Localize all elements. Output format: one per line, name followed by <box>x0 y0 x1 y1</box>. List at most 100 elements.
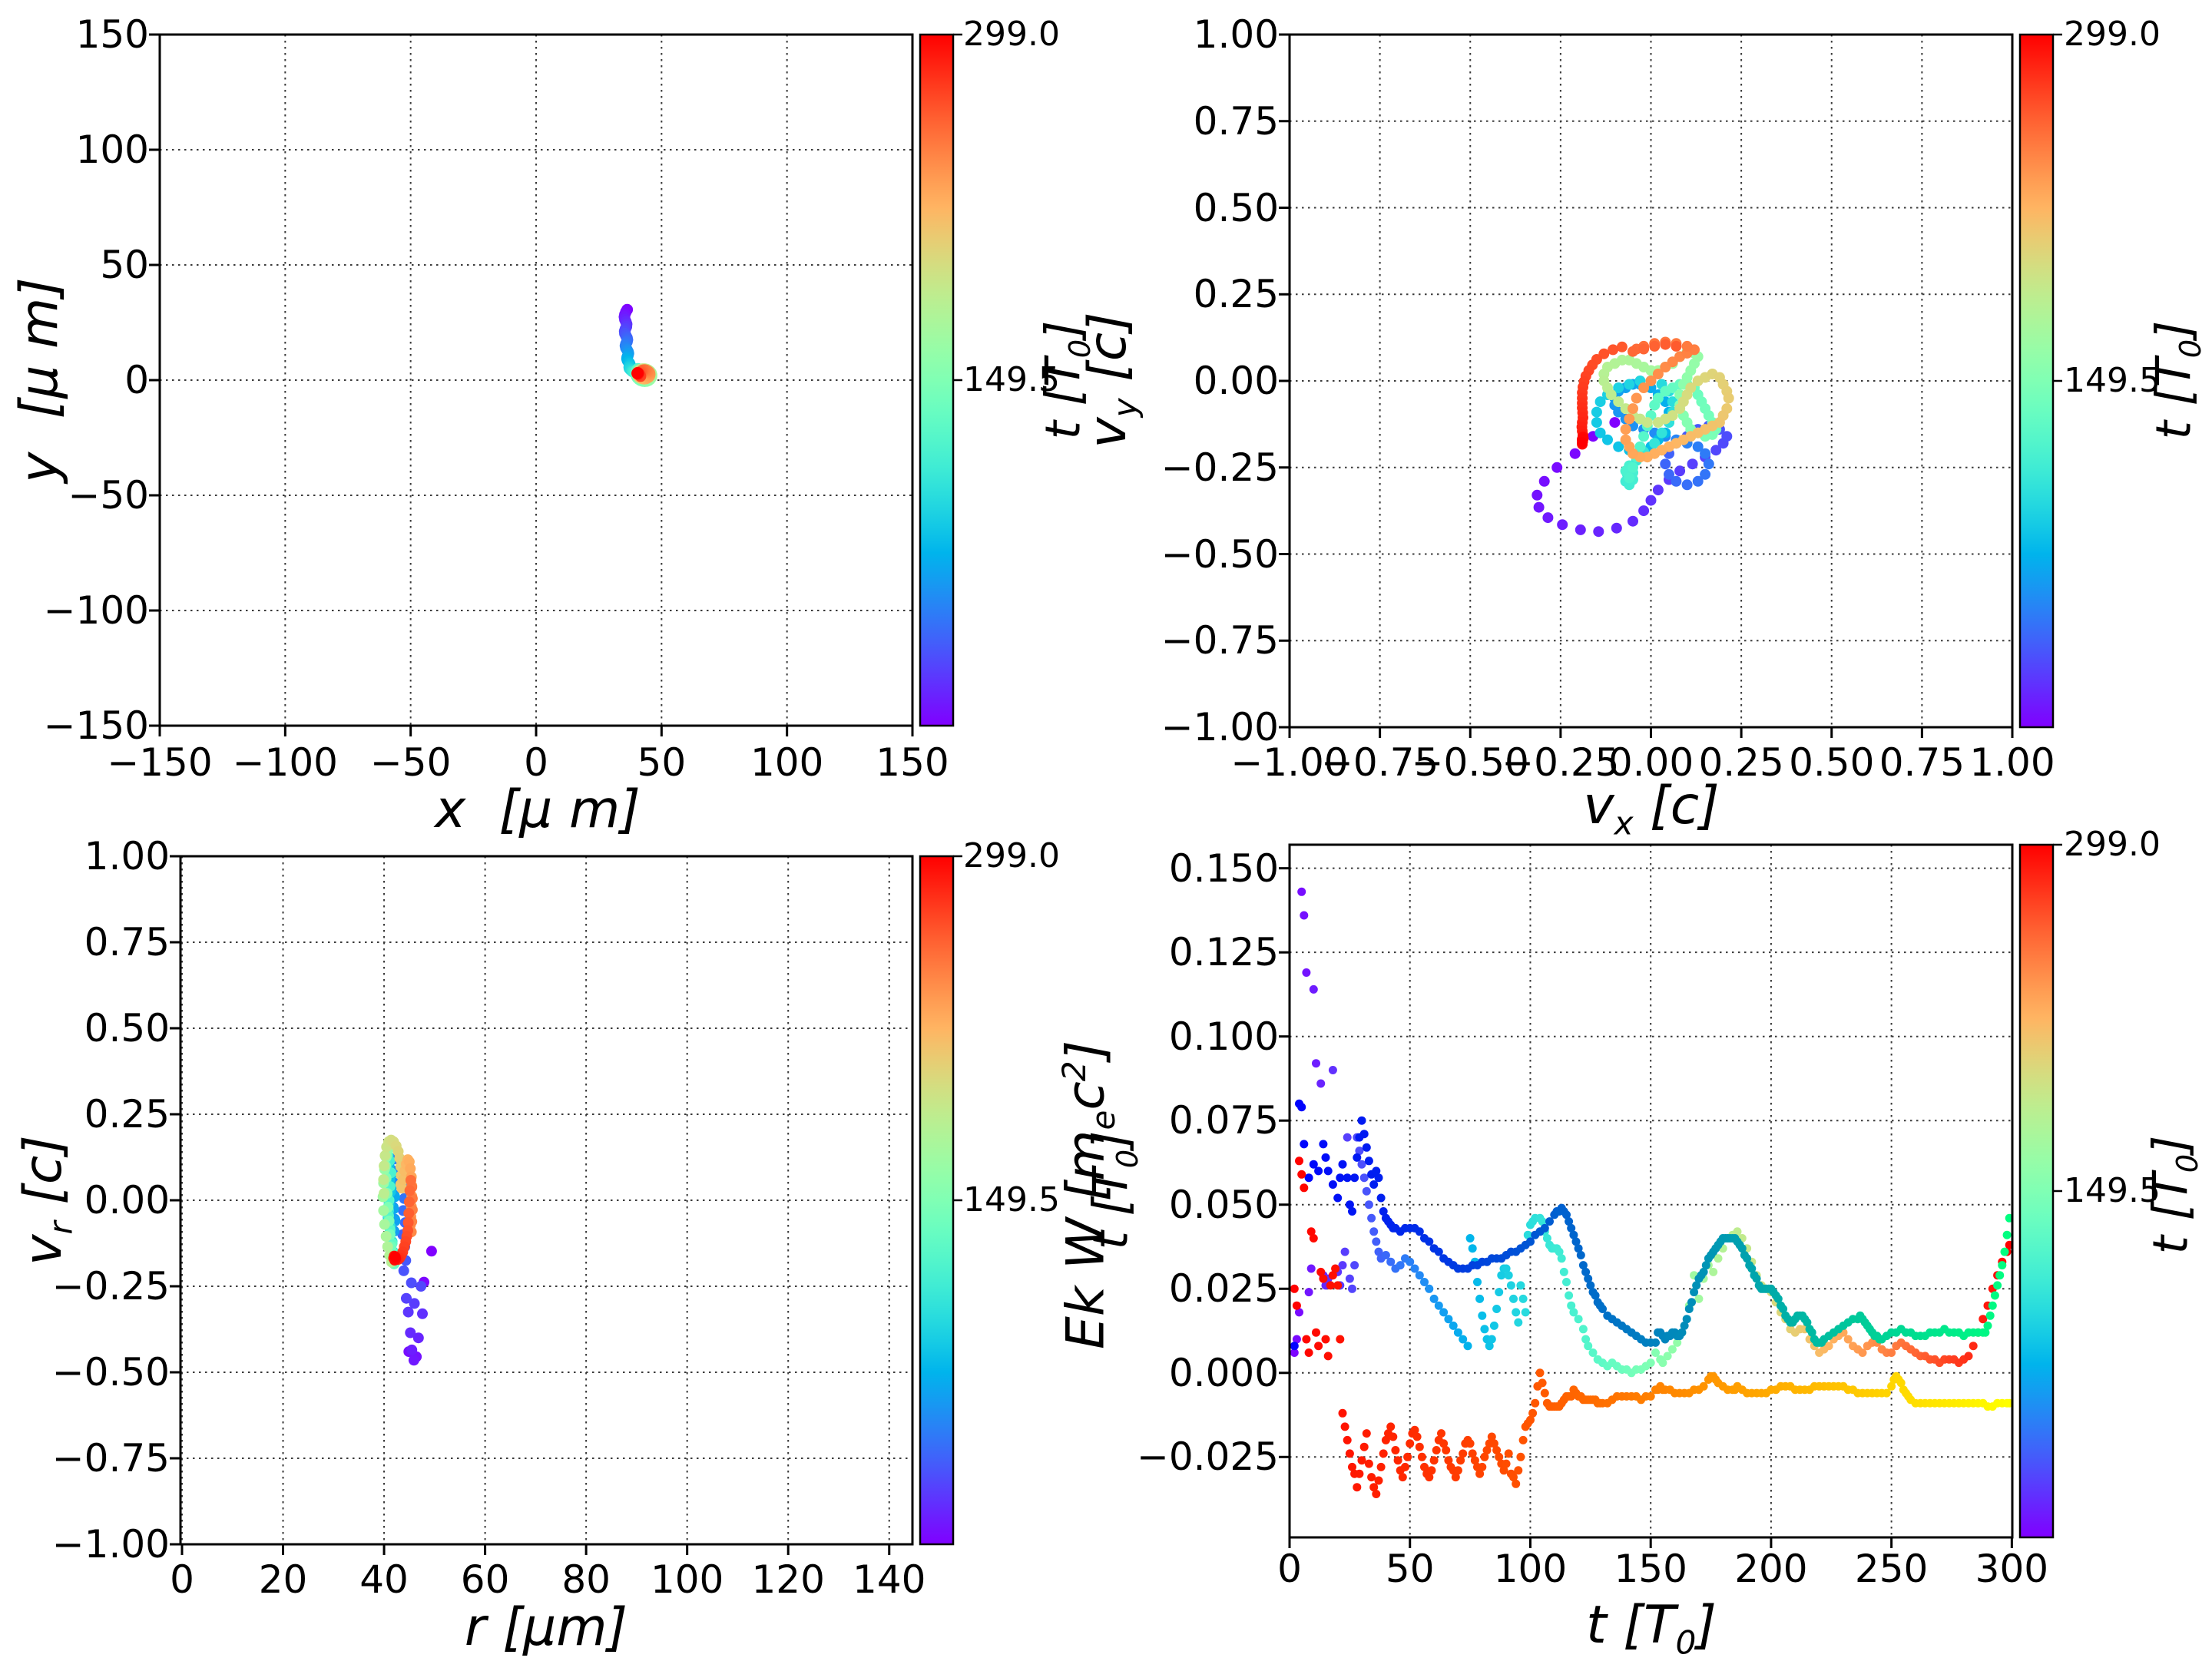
y-tick-label: 100 <box>75 127 149 172</box>
x-tick-label: 50 <box>637 740 687 785</box>
y-tick-label: −1.00 <box>51 1522 170 1567</box>
y-tick-label: 50 <box>100 243 149 287</box>
x-tick-label: 40 <box>359 1557 409 1602</box>
y-tick-label: 0.150 <box>1168 845 1279 891</box>
panel-position-plot <box>149 33 962 736</box>
xlabel-radial-plot: r [μm] <box>464 1597 628 1658</box>
colorbar-label-bottom-left: t [T0] <box>1082 1130 1145 1250</box>
colorbar-tick-label: 299.0 <box>963 836 1060 875</box>
x-tick-label: 100 <box>750 740 824 785</box>
x-tick-label: −50 <box>369 740 452 785</box>
colorbar <box>2018 33 2062 729</box>
y-tick-label: −0.75 <box>1161 618 1279 663</box>
tick-marks <box>1279 867 2013 1548</box>
y-tick-label: −0.25 <box>1161 445 1279 490</box>
colorbar-label-top-right: t [T0] <box>2145 320 2208 440</box>
x-tick-label: 1.00 <box>1969 740 2055 785</box>
energy-autumn <box>1290 1156 2012 1498</box>
colorbar-tick-label: 299.0 <box>963 15 1060 54</box>
axes-spines <box>1288 843 2014 1539</box>
colorbar-tick-label: 149.5 <box>2064 1171 2161 1210</box>
colorbar-label-bottom-right: t [T0] <box>2142 1135 2205 1255</box>
panel-energy-plot <box>1279 843 2062 1548</box>
y-tick-label: 0 <box>124 358 149 402</box>
y-tick-label: −1.00 <box>1161 705 1279 749</box>
y-tick-label: 150 <box>75 12 149 57</box>
x-tick-label: −150 <box>107 740 213 785</box>
x-tick-label: −0.75 <box>1321 740 1439 785</box>
x-tick-label: 20 <box>258 1557 308 1602</box>
panel-velocity-plot <box>1279 33 2062 738</box>
y-tick-label: 0.00 <box>1193 359 1279 403</box>
colorbar <box>919 855 962 1546</box>
colorbar-tick-label: 299.0 <box>2064 825 2161 864</box>
y-tick-label: 0.050 <box>1168 1182 1279 1227</box>
y-tick-label: −150 <box>43 703 149 748</box>
x-tick-label: 100 <box>1493 1547 1568 1591</box>
x-tick-label: 50 <box>1385 1547 1435 1591</box>
x-tick-label: 100 <box>650 1557 724 1602</box>
gridlines <box>1290 35 2012 727</box>
y-tick-label: 1.00 <box>1193 12 1279 57</box>
x-tick-label: 150 <box>1614 1547 1687 1591</box>
colorbar <box>2018 843 2062 1539</box>
y-tick-label: −100 <box>43 588 149 633</box>
y-tick-label: 0.00 <box>84 1178 170 1223</box>
tick-marks <box>149 33 914 736</box>
y-tick-label: 0.025 <box>1168 1266 1279 1312</box>
gridlines <box>1290 845 2012 1537</box>
y-tick-label: −0.25 <box>51 1264 170 1309</box>
colorbar-tick-label: 299.0 <box>2064 15 2161 54</box>
xlabel-energy-plot: t [T0] <box>1586 1595 1717 1662</box>
colorbar-tick-label: 149.5 <box>963 1180 1060 1219</box>
xlabel-velocity-plot: vx [c] <box>1583 776 1720 842</box>
energy-winter <box>1290 1099 2012 1351</box>
data-points <box>618 303 657 387</box>
x-tick-label: −1.00 <box>1230 740 1349 785</box>
y-tick-label: −50 <box>68 473 149 518</box>
gridlines <box>180 856 912 1544</box>
ylabel-position-plot: y [μ m] <box>9 277 70 483</box>
x-tick-label: 0.25 <box>1698 740 1784 785</box>
y-tick-label: 0.50 <box>1193 185 1279 230</box>
radial-phase-trajectory <box>377 1134 437 1366</box>
y-tick-label: 0.75 <box>1193 98 1279 144</box>
x-tick-label: 300 <box>1975 1547 2049 1591</box>
tick-marks <box>170 855 891 1555</box>
colorbar-tick-label: 149.5 <box>963 360 1060 399</box>
data-points <box>1532 336 1734 538</box>
xlabel-position-plot: x [μ m] <box>435 779 641 840</box>
gridlines <box>160 35 912 726</box>
panel-radial-plot <box>170 855 962 1555</box>
x-tick-label: 120 <box>751 1557 825 1602</box>
y-tick-label: 0.75 <box>84 920 170 965</box>
data-points <box>1290 887 2012 1498</box>
y-tick-label: 0.125 <box>1168 930 1279 975</box>
velocity-trajectory <box>1532 336 1734 538</box>
y-tick-label: 0.25 <box>84 1092 170 1137</box>
colorbar-tick-label: 149.5 <box>2064 361 2161 400</box>
x-tick-label: 0.00 <box>1608 740 1694 785</box>
x-tick-label: 0.50 <box>1789 740 1875 785</box>
tick-marks <box>1279 33 2014 738</box>
y-tick-label: 0.100 <box>1168 1014 1279 1059</box>
x-tick-label: −100 <box>232 740 338 785</box>
particle-trajectory <box>618 303 657 387</box>
y-tick-label: 0.50 <box>84 1006 170 1051</box>
y-tick-label: 1.00 <box>84 834 170 879</box>
y-tick-label: 0.25 <box>1193 272 1279 317</box>
x-tick-label: 250 <box>1854 1547 1929 1591</box>
x-tick-label: 200 <box>1734 1547 1808 1591</box>
y-tick-label: 0.075 <box>1168 1098 1279 1143</box>
y-tick-label: 0.000 <box>1168 1350 1279 1395</box>
x-tick-label: 0.75 <box>1879 740 1965 785</box>
y-tick-label: −0.50 <box>51 1350 170 1395</box>
y-tick-label: −0.50 <box>1161 531 1279 577</box>
x-tick-label: 80 <box>561 1557 611 1602</box>
x-tick-label: −0.50 <box>1411 740 1529 785</box>
energy-rainbow <box>1290 887 2012 1378</box>
x-tick-label: 0 <box>1277 1547 1302 1591</box>
x-tick-label: 0 <box>524 740 548 785</box>
